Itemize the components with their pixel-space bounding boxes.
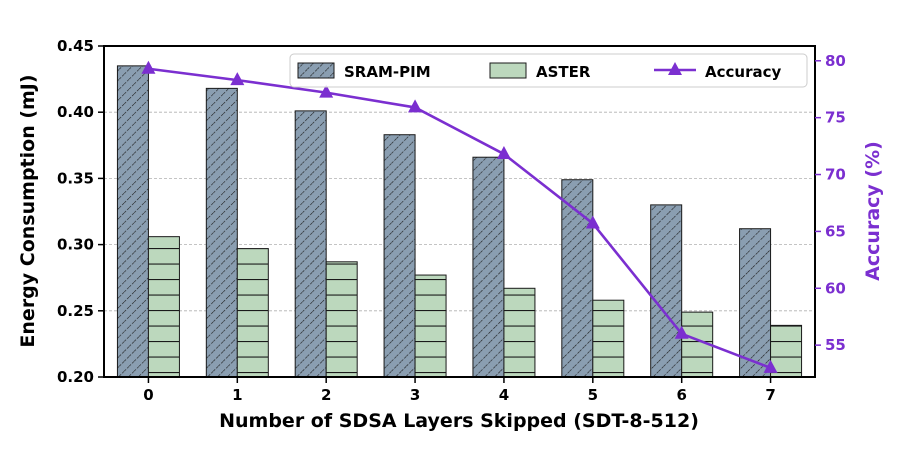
bar-aster [147,236,180,378]
y2-tick-label: 65 [825,222,846,240]
y2-tick-label: 80 [825,52,846,70]
y2-axis-label: Accuracy (%) [862,141,884,281]
bar-sram-pim [472,156,505,378]
bar-sram-pim [205,87,238,378]
y-tick-label: 0.30 [57,236,94,254]
y2-tick-label: 60 [825,279,846,297]
y2-tick-label: 55 [825,336,846,354]
y-tick-label: 0.20 [57,368,94,386]
y-tick-label: 0.35 [57,169,94,187]
x-tick-label: 5 [588,386,598,404]
x-tick-label: 0 [143,386,153,404]
bar-sram-pim [294,110,327,378]
bar-aster [325,261,358,378]
accuracy-marker [230,72,245,86]
accuracy-marker [585,215,600,229]
x-tick-label: 2 [321,386,331,404]
plot-frame [103,45,816,378]
bars [116,65,803,378]
bar-sram-pim [561,179,594,378]
legend-label-accuracy: Accuracy [705,63,781,81]
legend-label-aster: ASTER [536,63,591,81]
grid-lines [104,111,815,312]
bar-aster [503,287,536,378]
accuracy-line [148,67,772,370]
x-axis-label: Number of SDSA Layers Skipped (SDT-8-512… [219,410,699,432]
legend-swatch-accuracy-marker [668,62,682,75]
accuracy-marker [319,84,334,98]
x-tick-label: 6 [676,386,686,404]
x-axis-ticks: 0 1 2 3 4 5 6 7 [143,377,776,404]
y-tick-label: 0.40 [57,103,94,121]
accuracy-marker [496,146,511,160]
legend-frame [289,53,808,88]
bar-aster [770,324,803,378]
y-axis-label: Energy Consumption (mJ) [17,74,39,347]
legend-swatch-sram-pim [297,62,335,79]
x-tick-label: 7 [765,386,775,404]
y2-tick-label: 75 [825,109,846,127]
bar-sram-pim [116,65,149,378]
bar-sram-pim [650,204,683,378]
legend-label-sram-pim: SRAM-PIM [344,63,431,81]
accuracy-series [141,60,778,373]
accuracy-marker [674,325,689,339]
bar-aster [592,299,625,378]
legend-swatch-aster [489,62,527,79]
bar-sram-pim [383,134,416,378]
accuracy-marker [141,60,156,74]
y-tick-label: 0.45 [57,37,94,55]
x-tick-label: 4 [499,386,509,404]
bar-aster [236,248,269,378]
bar-aster [414,274,447,378]
x-tick-label: 1 [232,386,242,404]
bar-sram-pim [739,228,772,378]
y-axis-ticks: 0.20 0.25 0.30 0.35 0.40 0.45 [57,37,104,386]
accuracy-marker [408,99,423,113]
y2-tick-label: 70 [825,166,846,184]
legend: SRAM-PIM ASTER Accuracy [289,53,808,88]
accuracy-marker [763,359,778,373]
y2-axis-ticks: 55 60 65 70 75 80 [815,52,846,354]
x-tick-label: 3 [410,386,420,404]
y-tick-label: 0.25 [57,302,94,320]
